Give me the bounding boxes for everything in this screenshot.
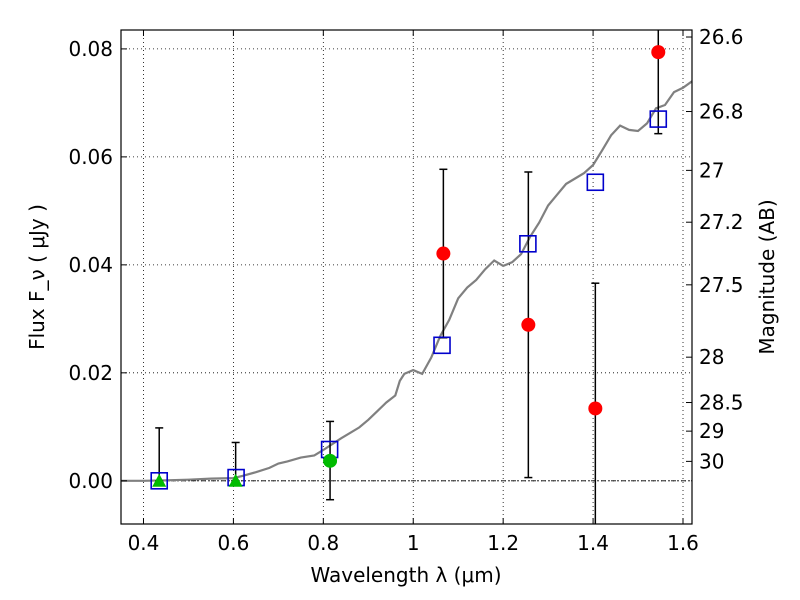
mag-tick-label: 30 <box>699 449 724 473</box>
y-axis-label-right: Magnitude (AB) <box>755 199 779 354</box>
axis-ticks: 0.4 0.6 0.8 1 1.2 1.4 1.6 0.00 0.02 0.04 0.06 0.08 2… <box>68 25 743 555</box>
mag-tick-label: 27.2 <box>699 210 744 234</box>
y-tick-label: 0.06 <box>68 145 113 169</box>
filled-circle-marker <box>521 317 536 332</box>
x-tick-label: 0.8 <box>307 531 339 555</box>
filled-circle-marker <box>588 401 603 416</box>
open-square-marker <box>433 336 451 355</box>
y-tick-label: 0.00 <box>68 469 113 493</box>
mag-tick-label: 27.5 <box>699 273 744 297</box>
y-tick-label: 0.08 <box>68 37 113 61</box>
filled-circle-marker <box>323 453 338 468</box>
model-spectrum <box>121 80 693 482</box>
y-tick-label: 0.02 <box>68 361 113 385</box>
x-tick-label: 1.6 <box>667 531 699 555</box>
x-axis-label: Wavelength λ (μm) <box>310 563 501 587</box>
mag-tick-label: 29 <box>699 419 724 443</box>
filled-triangle-marker <box>228 473 243 487</box>
x-tick-label: 1.4 <box>577 531 609 555</box>
mag-tick-label: 26.8 <box>699 100 744 124</box>
filled-circle-marker <box>651 45 666 60</box>
x-tick-label: 0.4 <box>128 531 160 555</box>
mag-tick-label: 28 <box>699 345 724 369</box>
mag-tick-label: 28.5 <box>699 391 744 415</box>
data-markers <box>150 45 668 490</box>
y-axis-label-left: Flux F_ν ( μJy ) <box>25 204 49 350</box>
y-tick-label: 0.04 <box>68 253 113 277</box>
open-square-marker <box>586 173 605 192</box>
mag-tick-label: 27 <box>699 158 724 182</box>
open-square-marker <box>150 472 169 490</box>
filled-circle-marker <box>436 246 451 261</box>
open-square-marker <box>649 110 668 128</box>
x-tick-label: 0.6 <box>217 531 249 555</box>
open-square-marker <box>519 234 537 253</box>
x-tick-label: 1.2 <box>487 531 519 555</box>
spectrum-line <box>121 80 693 482</box>
x-tick-label: 1 <box>407 531 420 555</box>
plot-frame <box>120 29 693 525</box>
filled-triangle-marker <box>152 473 167 487</box>
mag-tick-label: 26.6 <box>699 25 744 49</box>
